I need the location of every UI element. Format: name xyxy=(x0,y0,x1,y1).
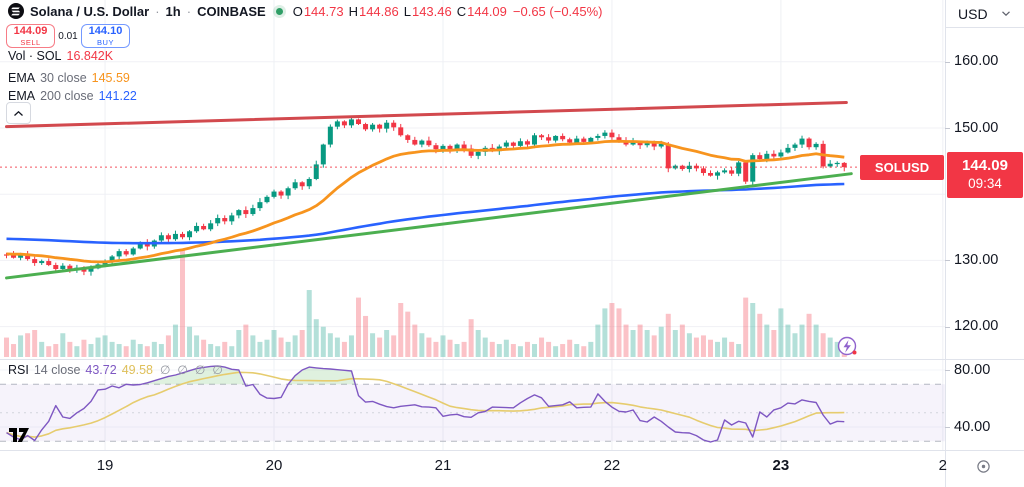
time-tick-label: 23 xyxy=(772,457,790,474)
volume-value: 16.842K xyxy=(66,48,114,63)
time-tick-label: 21 xyxy=(434,457,452,474)
close-label: C xyxy=(456,3,467,19)
ohlc-values: O144.73 H144.86 L143.46 C144.09 xyxy=(293,4,507,19)
chart-canvas[interactable] xyxy=(0,0,946,450)
buy-price: 144.10 xyxy=(88,25,123,37)
ema30-params: 30 close xyxy=(40,70,87,85)
symbol-price-tag: SOLUSD xyxy=(860,155,944,180)
close-value: 144.09 xyxy=(467,3,507,19)
buy-button[interactable]: 144.10 BUY xyxy=(81,24,130,48)
sell-price: 144.09 xyxy=(13,25,48,37)
price-tick-label: 120.00 xyxy=(944,318,999,335)
ema30-legend-row[interactable]: EMA 30 close 145.59 xyxy=(8,70,130,85)
time-tick-label: 22 xyxy=(603,457,621,474)
separator-dot: · xyxy=(186,3,192,19)
rsi-empty-slot: ∅ xyxy=(159,362,171,377)
sell-label: SELL xyxy=(20,37,41,47)
symbol-header[interactable]: Solana / U.S. Dollar · 1h · COINBASE O14… xyxy=(8,2,603,20)
time-tick-label: 19 xyxy=(96,457,114,474)
rsi-legend-row[interactable]: RSI 14 close 43.72 49.58 ∅ ∅ ∅ ∅ xyxy=(8,362,223,377)
open-label: O xyxy=(292,3,303,19)
rsi-tick-label: 40.00 xyxy=(944,418,991,435)
interval-label[interactable]: 1h xyxy=(165,3,181,19)
rsi-name: RSI xyxy=(8,362,29,377)
high-label: H xyxy=(348,3,358,19)
ema200-value: 141.22 xyxy=(98,88,137,103)
price-tick-label: 150.00 xyxy=(944,119,999,136)
ema200-legend-row[interactable]: EMA 200 close 141.22 xyxy=(8,88,137,103)
ema30-name: EMA xyxy=(8,70,36,85)
open-value: 144.73 xyxy=(303,3,344,19)
rsi-empty-slot: ∅ xyxy=(194,362,206,377)
time-tick-label: 2 xyxy=(938,457,947,474)
scroll-to-realtime-icon[interactable] xyxy=(976,459,991,474)
bar-countdown: 09:34 xyxy=(968,175,1002,191)
volume-label: Vol · SOL xyxy=(8,48,62,63)
sell-button[interactable]: 144.09 SELL xyxy=(6,24,55,48)
market-status-dot xyxy=(275,7,283,15)
solana-logo-icon xyxy=(8,3,24,19)
symbol-tag-text: SOLUSD xyxy=(874,160,930,175)
chevron-down-icon xyxy=(1001,11,1010,16)
time-axis-separator xyxy=(0,450,1024,451)
tradingview-logo-icon[interactable] xyxy=(8,425,34,445)
rsi-empty-slot: ∅ xyxy=(177,362,188,377)
high-value: 144.86 xyxy=(358,3,399,19)
rsi-value: 43.72 xyxy=(85,362,117,377)
last-price-value: 144.09 xyxy=(962,157,1008,175)
ema200-name: EMA xyxy=(8,88,36,103)
pane-separator[interactable] xyxy=(0,359,1024,360)
rsi-ma-value: 49.58 xyxy=(121,362,153,377)
collapse-legend-button[interactable] xyxy=(6,102,31,124)
chevron-up-icon xyxy=(14,110,23,116)
currency-selector[interactable]: USD xyxy=(946,0,1024,28)
buy-label: BUY xyxy=(97,37,114,47)
ema30-value: 145.59 xyxy=(91,70,130,85)
symbol-title[interactable]: Solana / U.S. Dollar xyxy=(30,3,150,19)
rsi-tick-label: 80.00 xyxy=(944,361,991,378)
volume-legend-row[interactable]: Vol · SOL 16.842K xyxy=(8,48,113,63)
currency-label: USD xyxy=(958,5,988,22)
spread-value: 0.01 xyxy=(58,30,78,42)
rsi-params: 14 close xyxy=(33,362,81,377)
last-price-badge: 144.09 09:34 xyxy=(947,152,1023,198)
price-change: −0.65 (−0.45%) xyxy=(512,3,603,19)
price-tick-label: 160.00 xyxy=(944,53,999,70)
price-tick-label: 130.00 xyxy=(944,251,999,268)
rsi-empty-slot: ∅ xyxy=(212,362,223,377)
low-value: 143.46 xyxy=(411,3,452,19)
order-buttons: 144.09 SELL 0.01 144.10 BUY xyxy=(6,24,130,48)
price-scale-separator[interactable] xyxy=(945,0,946,487)
separator-dot: · xyxy=(155,3,160,19)
low-label: L xyxy=(403,3,411,19)
ema200-params: 200 close xyxy=(40,88,94,103)
exchange-label[interactable]: COINBASE xyxy=(197,3,266,19)
time-tick-label: 20 xyxy=(265,457,283,474)
instant-order-icon[interactable] xyxy=(837,336,857,356)
